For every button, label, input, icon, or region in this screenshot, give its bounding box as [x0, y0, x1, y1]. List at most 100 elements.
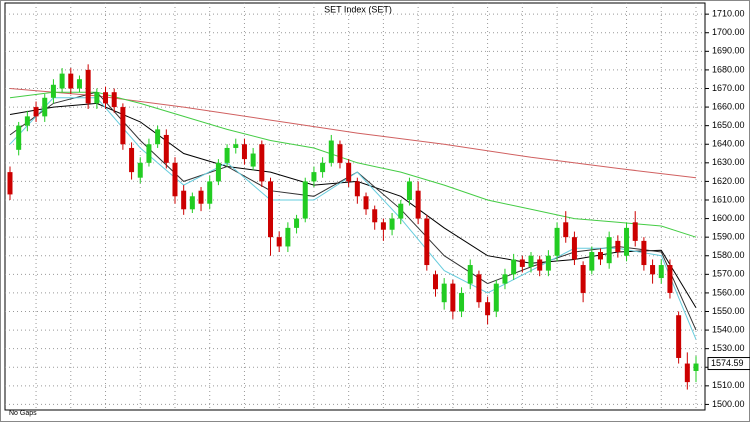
- candle-body: [120, 107, 126, 145]
- moving-average: [9, 97, 697, 340]
- candle-body: [259, 144, 265, 182]
- candle-body: [493, 283, 499, 312]
- price-label: 1574.59: [711, 358, 744, 368]
- candle-body: [42, 97, 48, 117]
- chart-title: SET Index (SET): [324, 4, 392, 14]
- y-tick-label: 1690.00: [712, 46, 745, 56]
- candle-body: [632, 222, 638, 241]
- candle-body: [346, 162, 352, 182]
- candle-body: [241, 144, 247, 160]
- candle-body: [554, 227, 560, 256]
- y-tick-label: 1610.00: [712, 194, 745, 204]
- candle-body: [676, 315, 682, 358]
- candle-body: [606, 237, 612, 264]
- candle-body: [215, 162, 221, 182]
- candle-body: [129, 147, 135, 173]
- candle-body: [537, 259, 543, 271]
- candle-body: [354, 181, 360, 197]
- candle-body: [189, 196, 195, 210]
- candle-body: [363, 196, 369, 210]
- y-tick-label: 1570.00: [712, 269, 745, 279]
- y-tick-label: 1590.00: [712, 232, 745, 242]
- candle-body: [406, 181, 412, 200]
- candle-body: [294, 218, 300, 228]
- candle-body: [155, 129, 161, 145]
- annotation: No Gaps: [9, 410, 37, 417]
- candle-body: [545, 255, 551, 271]
- candle-body: [163, 134, 169, 163]
- candle-body: [485, 302, 491, 316]
- y-tick-label: 1500.00: [712, 399, 745, 409]
- candle-body: [207, 181, 213, 204]
- candle-body: [320, 162, 326, 173]
- candle-body: [641, 240, 647, 266]
- candle-body: [511, 259, 517, 275]
- y-tick-label: 1620.00: [712, 176, 745, 186]
- candle-body: [372, 209, 378, 223]
- candle-body: [441, 283, 447, 303]
- candle-body: [85, 69, 91, 104]
- candle-body: [137, 162, 143, 178]
- plot-area: [4, 2, 706, 411]
- candle-body: [311, 172, 317, 182]
- y-tick-label: 1550.00: [712, 306, 745, 316]
- candle-body: [76, 79, 82, 89]
- candle-body: [432, 274, 438, 290]
- y-tick-label: 1560.00: [712, 287, 745, 297]
- candle-body: [624, 227, 630, 256]
- y-tick-label: 1510.00: [712, 380, 745, 390]
- candle-body: [571, 237, 577, 260]
- candle-body: [615, 240, 621, 253]
- candle-body: [389, 218, 395, 230]
- candle-body: [415, 190, 421, 219]
- candle-body: [268, 181, 274, 238]
- candle-body: [94, 92, 100, 104]
- moving-average: [9, 91, 697, 238]
- candle-body: [667, 265, 673, 293]
- y-tick-label: 1580.00: [712, 250, 745, 260]
- y-tick-label: 1650.00: [712, 120, 745, 130]
- y-tick-label: 1540.00: [712, 324, 745, 334]
- candle-body: [181, 190, 187, 210]
- candle-body: [658, 265, 664, 279]
- candle-body: [276, 237, 282, 247]
- candle-body: [302, 181, 308, 219]
- candle-body: [467, 265, 473, 284]
- price-label-box: [707, 357, 750, 371]
- y-tick-label: 1630.00: [712, 157, 745, 167]
- candle-body: [528, 255, 534, 267]
- candle-body: [580, 265, 586, 293]
- candle-body: [285, 227, 291, 247]
- y-tick-label: 1530.00: [712, 343, 745, 353]
- candle-body: [459, 292, 465, 312]
- candle-body: [250, 153, 256, 167]
- candle-body: [597, 252, 603, 260]
- candle-body: [650, 265, 656, 275]
- y-tick-label: 1710.00: [712, 9, 745, 19]
- candle-body: [224, 147, 230, 163]
- candle-body: [198, 190, 204, 204]
- y-tick-label: 1700.00: [712, 27, 745, 37]
- candle-body: [59, 73, 65, 89]
- y-tick-label: 1680.00: [712, 64, 745, 74]
- candle-body: [103, 92, 109, 104]
- y-tick-label: 1670.00: [712, 83, 745, 93]
- candle-body: [684, 363, 690, 383]
- candle-body: [693, 363, 699, 371]
- candle-body: [502, 274, 508, 284]
- candle-body: [33, 107, 39, 117]
- candle-body: [111, 92, 117, 108]
- candle-body: [16, 125, 22, 150]
- candle-body: [7, 172, 13, 195]
- candle-body: [172, 162, 178, 197]
- candle-body: [146, 144, 152, 163]
- candle-body: [24, 116, 30, 126]
- candle-body: [68, 73, 74, 89]
- candle-body: [398, 203, 404, 219]
- y-tick-label: 1660.00: [712, 101, 745, 111]
- candle-body: [589, 252, 595, 271]
- candle-body: [380, 222, 386, 230]
- candle-body: [450, 283, 456, 312]
